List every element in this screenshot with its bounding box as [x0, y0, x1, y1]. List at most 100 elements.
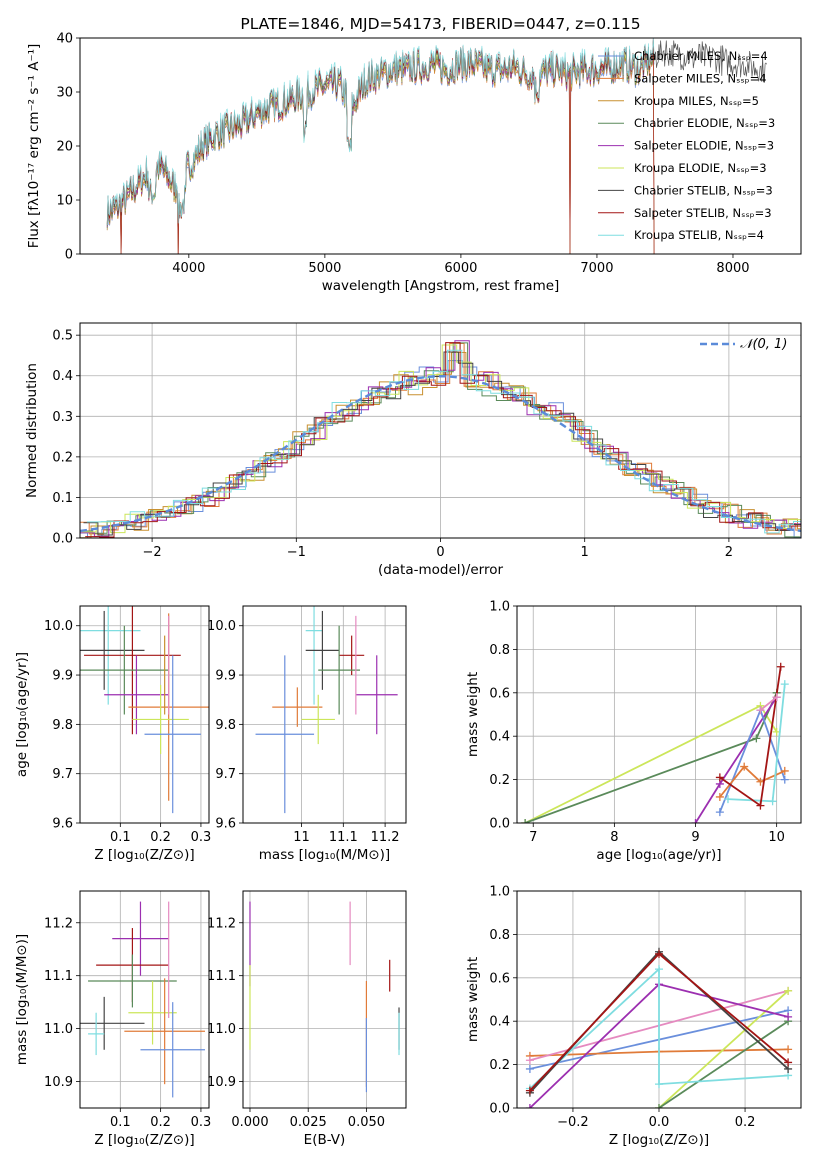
mass-vs-ebv-plot-area — [249, 901, 400, 1093]
y-tick-label: 10.9 — [207, 1075, 236, 1090]
residuals-panel: −2 −1 0 1 2 0.0 0.1 0.2 0.3 0.4 0.5 (data-model)/er… — [24, 322, 802, 578]
legend-label: Kroupa STELIB, Nₛₛₚ=4 — [634, 228, 764, 242]
weight-vs-Z-plot-area — [525, 947, 793, 1108]
marker-plus — [525, 1064, 534, 1073]
marker-plus — [752, 734, 761, 743]
y-tick-label: 9.9 — [52, 669, 73, 684]
y-tick-label: 0 — [65, 248, 73, 263]
x-tick-label: 0.2 — [150, 1115, 171, 1130]
y-tick-label: 11.0 — [44, 1022, 73, 1037]
x-tick-label: 11.1 — [329, 830, 358, 845]
y-tick-label: 9.7 — [52, 767, 73, 782]
x-tick-label: 5000 — [308, 261, 341, 276]
marker-plus — [780, 680, 789, 689]
x-tick-label: −0.2 — [557, 1115, 589, 1130]
mass-vs-ebv-panel: 0.000 0.025 0.050 10.9 11.0 11.1 11.2 E(B-V) — [207, 890, 407, 1148]
y-tick-label: 0.5 — [52, 329, 73, 344]
weight-line-salpeter-elodie — [694, 696, 778, 823]
legend-label: 𝒩(0, 1) — [740, 337, 787, 352]
age-vs-mass-panel: 11 11.1 11.2 9.6 9.7 9.8 9.9 10.0 mass [log₁₀(M/… — [207, 605, 407, 863]
y-tick-label: 9.9 — [215, 669, 236, 684]
axes-frame — [242, 890, 407, 1109]
x-axis-label: Z [log₁₀(Z/Z⊙)] — [94, 1132, 194, 1148]
weight-vs-Z-panel: −0.2 0.0 0.2 0.0 0.2 0.4 0.6 0.8 1.0 Z [log₁₀(Z/Z… — [465, 885, 802, 1148]
weight-line-chabrier-elodie — [658, 1020, 789, 1108]
y-tick-label: 1.0 — [489, 885, 510, 900]
weight-line-pink — [759, 696, 778, 711]
y-tick-label: 10.0 — [207, 619, 236, 634]
y-tick-label: 40 — [56, 32, 73, 47]
age-vs-mass-plot-area — [255, 606, 398, 814]
marker-plus — [784, 1012, 793, 1021]
y-tick-label: 0.0 — [489, 817, 510, 832]
age-vs-Z-plot-area — [80, 606, 209, 814]
marker-plus — [655, 949, 663, 958]
mass-vs-Z-plot-area — [80, 901, 205, 1098]
marker-plus — [768, 797, 777, 806]
marker-plus — [715, 773, 724, 782]
marker-plus — [784, 986, 793, 995]
marker-plus — [715, 808, 724, 817]
y-tick-label: 30 — [56, 86, 73, 101]
y-tick-label: 0.0 — [489, 1102, 510, 1117]
y-tick-label: 0.6 — [489, 971, 510, 986]
axes-frame — [516, 890, 802, 1109]
x-tick-label: 4000 — [172, 261, 205, 276]
marker-plus — [525, 1086, 534, 1095]
x-tick-label: −1 — [287, 545, 306, 560]
gaussian-curve — [80, 374, 801, 533]
marker-plus — [780, 766, 789, 775]
weight-vs-age-plot-area — [521, 662, 789, 823]
weight-line-kroupa-elodie — [658, 990, 789, 1108]
y-tick-label: 11.1 — [44, 969, 73, 984]
y-tick-label: 9.6 — [215, 817, 236, 832]
x-tick-label: 2 — [725, 545, 733, 560]
axes-frame — [242, 605, 407, 824]
y-tick-label: 10.0 — [44, 619, 73, 634]
x-tick-label: 1 — [581, 545, 589, 560]
y-tick-label: 20 — [56, 140, 73, 155]
y-tick-label: 0.2 — [489, 1058, 510, 1073]
axes-frame — [79, 605, 210, 824]
marker-plus — [784, 1058, 793, 1067]
y-tick-label: 1.0 — [489, 600, 510, 615]
x-tick-label: 0.050 — [348, 1115, 385, 1130]
marker-plus — [521, 819, 530, 823]
x-tick-label: 8000 — [716, 261, 749, 276]
legend-label: Kroupa MILES, Nₛₛₚ=5 — [634, 94, 759, 108]
y-tick-label: 0.2 — [489, 773, 510, 788]
x-tick-label: 7 — [529, 830, 537, 845]
x-axis-label: Z [log₁₀(Z/Z⊙)] — [609, 1132, 709, 1148]
chart-title: PLATE=1846, MJD=54173, FIBERID=0447, z=0… — [240, 15, 640, 33]
y-axis-label: Normed distribution — [24, 363, 40, 498]
x-tick-label: 0.0 — [649, 1115, 670, 1130]
weight-line-chabrier-miles — [719, 707, 786, 813]
legend-label: Salpeter STELIB, Nₛₛₚ=3 — [634, 206, 772, 220]
x-tick-label: 0.3 — [191, 1115, 212, 1130]
y-tick-label: 0.4 — [489, 730, 510, 745]
spectrum-series-kroupa-stelib — [106, 38, 655, 226]
histogram-salpeter-stelib — [85, 342, 801, 538]
x-tick-label: 9 — [691, 830, 699, 845]
y-tick-label: 0.2 — [52, 450, 73, 465]
y-tick-label: 11.2 — [44, 916, 73, 931]
y-tick-label: 0.3 — [52, 410, 73, 425]
age-vs-Z-panel: 0.1 0.2 0.3 9.6 9.7 9.8 9.9 10.0 Z [log₁₀(Z/Z⊙)]… — [14, 605, 211, 863]
weight-line-kroupa-stelib — [529, 967, 789, 1090]
histogram-kroupa-elodie — [81, 344, 801, 534]
legend-label: Chabrier MILES, Nₛₛₚ=4 — [634, 49, 768, 63]
histogram-kroupa-miles — [80, 352, 801, 538]
marker-plus — [780, 775, 789, 784]
marker-plus — [776, 662, 785, 671]
y-tick-label: 0.1 — [52, 491, 73, 506]
marker-plus — [740, 762, 749, 771]
marker-plus — [525, 1056, 534, 1065]
x-tick-label: 10 — [768, 830, 785, 845]
legend-label: Salpeter MILES, Nₛₛₚ=4 — [634, 71, 767, 85]
legend-label: Chabrier ELODIE, Nₛₛₚ=3 — [634, 116, 775, 130]
marker-plus — [525, 1104, 534, 1108]
residuals-plot-area — [80, 340, 801, 538]
x-axis-label: E(B-V) — [304, 1132, 346, 1148]
y-tick-label: 0.8 — [489, 643, 510, 658]
